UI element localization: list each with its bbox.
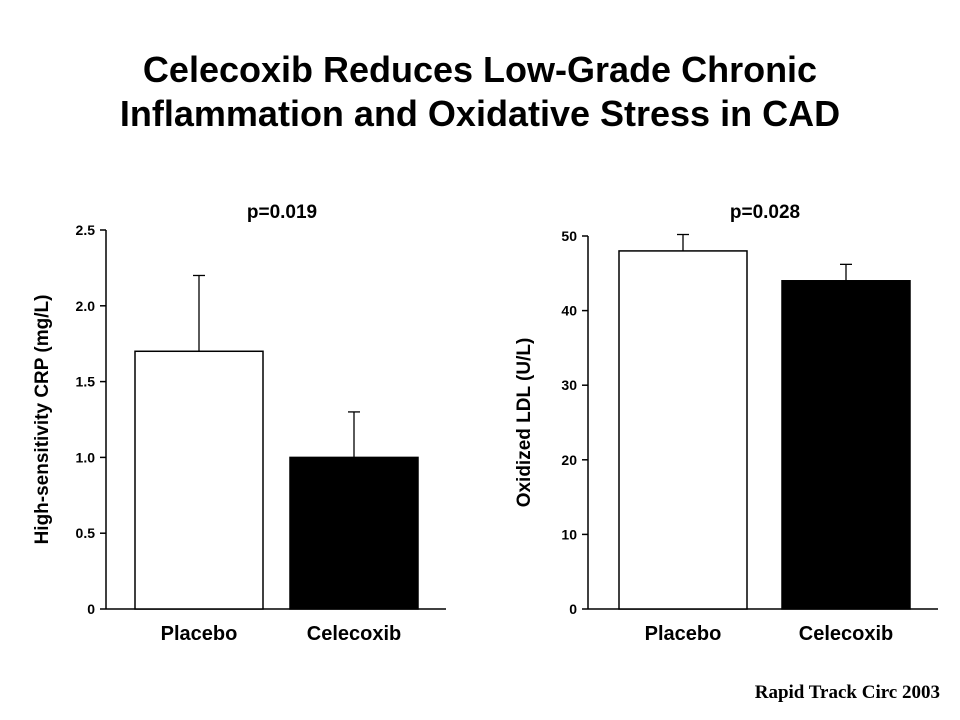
chart2-category-label: Placebo bbox=[645, 623, 722, 645]
chart2-title: p=0.028 bbox=[730, 202, 800, 223]
citation: Rapid Track Circ 2003 bbox=[754, 682, 940, 703]
chart2-bar bbox=[781, 280, 911, 610]
slide-title: Celecoxib Reduces Low-Grade Chronic Infl… bbox=[0, 48, 960, 136]
chart1-category-label: Celecoxib bbox=[307, 623, 401, 645]
chart2-y-tick-label: 40 bbox=[561, 303, 577, 319]
chart1-y-tick-label: 0.5 bbox=[76, 525, 96, 541]
chart1-y-tick-label: 2.0 bbox=[76, 298, 96, 314]
chart2-y-tick-label: 10 bbox=[561, 526, 577, 542]
chart1-bar bbox=[289, 456, 419, 610]
title-line-2: Inflammation and Oxidative Stress in CAD bbox=[119, 93, 841, 134]
chart2-category-label: Celecoxib bbox=[799, 623, 893, 645]
title-line-1: Celecoxib Reduces Low-Grade Chronic bbox=[142, 49, 818, 90]
chart2-y-tick-label: 30 bbox=[561, 377, 577, 393]
chart2-y-axis-label: Oxidized LDL (U/L) bbox=[514, 338, 535, 508]
chart1-y-tick-label: 1.0 bbox=[76, 449, 96, 465]
chart2-bar bbox=[618, 250, 748, 610]
chart2-y-tick-label: 50 bbox=[561, 228, 577, 244]
chart2-y-tick-label: 0 bbox=[569, 601, 577, 617]
chart1-bar bbox=[134, 350, 264, 610]
chart1-y-axis-label: High-sensitivity CRP (mg/L) bbox=[32, 295, 53, 545]
chart1-y-tick-label: 0 bbox=[87, 601, 95, 617]
chart1-y-tick-label: 2.5 bbox=[76, 222, 96, 238]
chart2-y-tick-label: 20 bbox=[561, 452, 577, 468]
chart1-title: p=0.019 bbox=[247, 202, 317, 223]
chart1-y-tick-label: 1.5 bbox=[76, 374, 96, 390]
chart1-category-label: Placebo bbox=[161, 623, 238, 645]
